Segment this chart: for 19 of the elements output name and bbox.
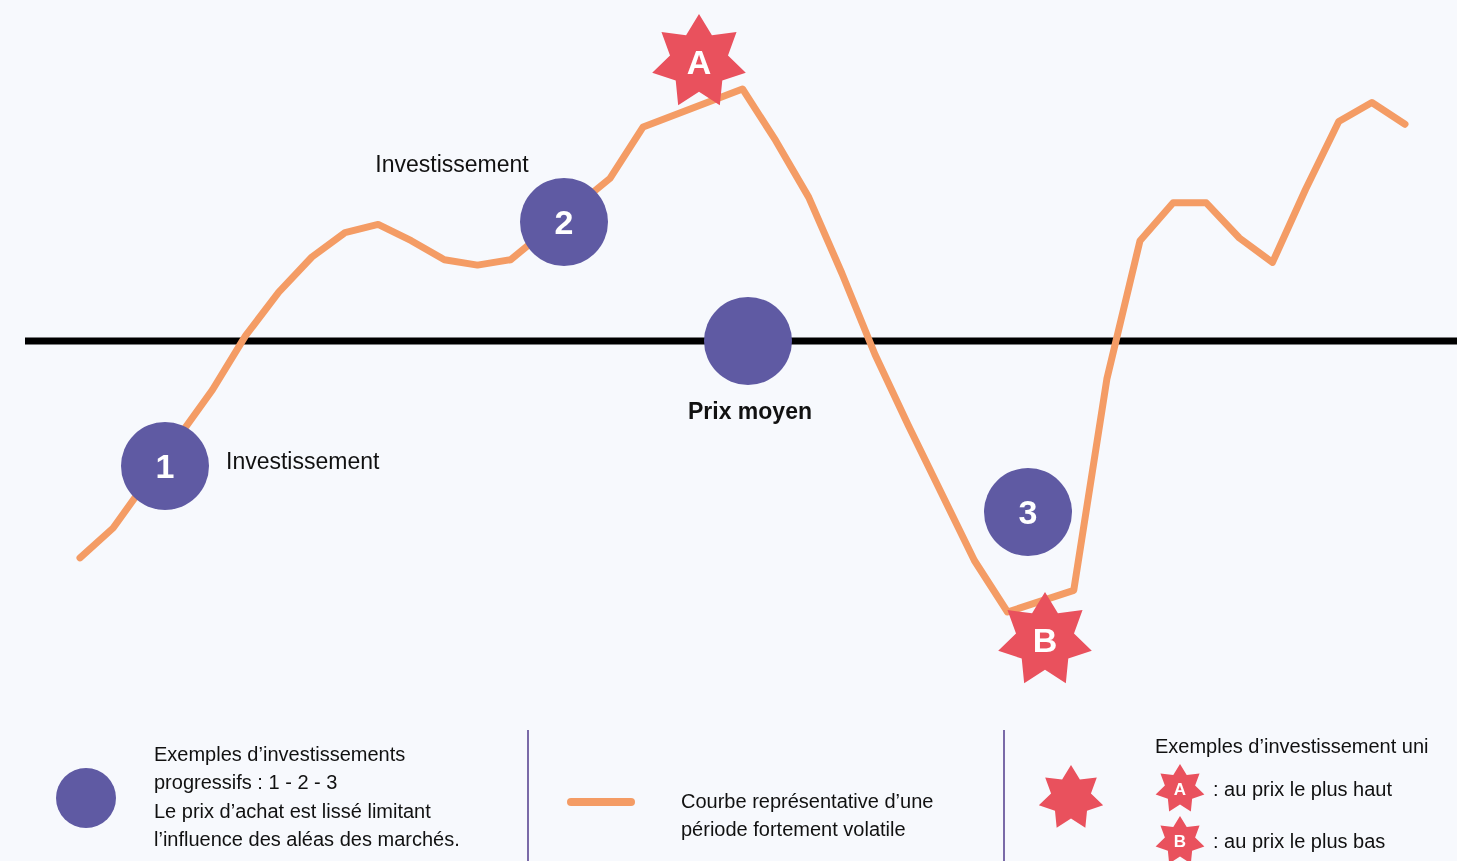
star-icon: B bbox=[1155, 816, 1205, 861]
annotation: Investissement bbox=[226, 448, 381, 474]
annotation: Investissement bbox=[375, 151, 530, 177]
circle-icon: 3 bbox=[984, 468, 1072, 556]
text: Le prix d’achat est lissé limitant l’influence des aléas des marchés. bbox=[154, 799, 461, 852]
annotation: Prix moyen bbox=[688, 398, 812, 424]
annotation: 2 bbox=[554, 203, 574, 242]
star-icon: A bbox=[652, 14, 746, 106]
star-icon: B bbox=[998, 592, 1092, 684]
circle-icon: 2 bbox=[520, 178, 608, 266]
annotation: 1 bbox=[155, 447, 175, 486]
star-icon: A bbox=[1155, 764, 1205, 812]
text: Courbe représentative d’une période fortement volatile bbox=[681, 790, 934, 840]
text: Exemples d’investissement uni bbox=[1155, 734, 1429, 759]
circle-icon: 1 bbox=[121, 422, 209, 510]
text: : au prix le plus haut bbox=[1213, 777, 1392, 802]
annotation: 3 bbox=[1018, 493, 1038, 532]
text: : au prix le plus bas bbox=[1213, 829, 1386, 854]
text: Exemples d’investissements progressifs : 1 - 2 - 3 bbox=[154, 742, 407, 795]
